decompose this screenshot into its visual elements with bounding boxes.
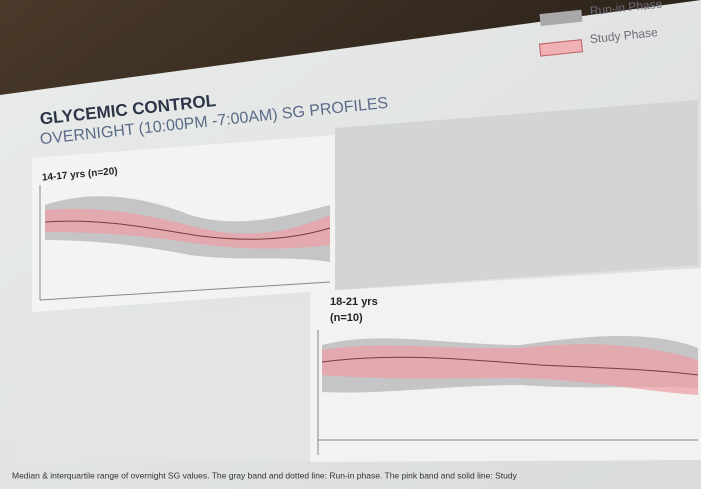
caption: Median & interquartile range of overnigh… (12, 470, 518, 480)
median-line (44, 220, 331, 240)
panel-label: (n=10) (330, 312, 363, 324)
empty-panel (335, 100, 698, 290)
empty-panel (10, 300, 310, 465)
band (45, 208, 330, 249)
axis (39, 281, 331, 301)
chart-panel: 14-17 yrs (n=20) (32, 135, 335, 312)
chart-panel: 18-21 yrs (n=10) (310, 268, 701, 462)
legend-swatch (538, 39, 584, 57)
legend-swatch (539, 9, 583, 27)
panel-label: 18-21 yrs (330, 296, 378, 308)
median-line (321, 356, 699, 376)
